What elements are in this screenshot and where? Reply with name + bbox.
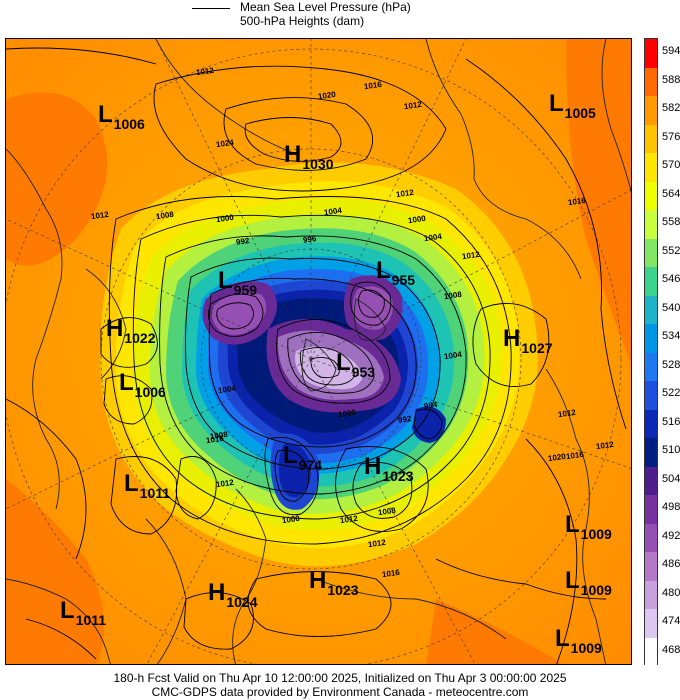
colorbar-tick-label: 510 [662,444,680,457]
pressure-system-label: L1009 [565,567,612,599]
colorbar-tick-label: 522 [662,387,680,400]
colorbar-swatch [645,438,657,467]
colorbar-swatch [645,181,657,211]
colorbar-swatch [645,409,657,439]
height-colorbar [644,38,658,667]
colorbar-tick-label: 468 [662,643,680,656]
colorbar-swatch [645,67,657,97]
pressure-system-label: L1011 [124,470,171,502]
colorbar-tick-label: 474 [662,615,680,628]
isobar-label: 992 [397,414,412,425]
pressure-system-label: H1030 [284,141,334,173]
pressure-system-label: L1006 [119,369,166,401]
colorbar-swatch [645,210,657,239]
pressure-system-label: L955 [376,257,416,289]
colorbar-swatch [645,466,657,496]
colorbar-swatch [645,523,657,553]
colorbar-swatch [645,352,657,382]
colorbar-swatch [645,609,657,638]
colorbar-tick-label: 504 [662,472,680,485]
colorbar-swatch [645,267,657,296]
pressure-system-label: L1011 [60,597,107,629]
map-legend: Mean Sea Level Pressure (hPa) 500-hPa He… [190,0,490,34]
colorbar-tick-label: 480 [662,586,680,599]
colorbar-swatch [645,637,657,667]
pressure-system-label: L1009 [555,625,602,657]
isobar-label: 984 [423,400,438,411]
pressure-system-label: L1009 [565,511,612,543]
pressure-system-label: H1024 [208,579,258,611]
isobar-label: 996 [302,234,317,245]
colorbar-swatch [645,381,657,410]
height-legend-label: 500-hPa Heights (dam) [240,14,365,28]
pressure-system-label: H1022 [106,315,156,347]
pressure-system-label: H1027 [503,325,553,357]
colorbar-swatch [645,495,657,524]
colorbar-swatch [645,39,657,68]
colorbar-tick-label: 594 [662,45,680,58]
colorbar-swatch [645,238,657,268]
colorbar-tick-label: 582 [662,102,680,115]
colorbar-tick-label: 564 [662,187,680,200]
colorbar-tick-label: 516 [662,415,680,428]
colorbar-tick-label: 534 [662,330,680,343]
pressure-system-label: L953 [336,349,376,381]
colorbar-tick-label: 528 [662,358,680,371]
colorbar-tick-label: 588 [662,73,680,86]
colorbar-tick-label: 570 [662,159,680,172]
colorbar-swatch [645,124,657,154]
pressure-system-label: L974 [283,442,323,474]
isobar-legend-line [192,8,230,9]
colorbar-tick-label: 546 [662,273,680,286]
pressure-system-label: L1005 [549,90,596,122]
colorbar-swatch [645,96,657,125]
pressure-system-label: H1023 [309,567,359,599]
colorbar-tick-label: 492 [662,529,680,542]
data-credit-text: CMC-GDPS data provided by Environment Ca… [151,685,529,699]
colorbar-tick-label: 486 [662,558,680,571]
colorbar-swatch [645,552,657,581]
colorbar-tick-label: 552 [662,244,680,257]
colorbar-swatch [645,324,657,353]
pressure-system-label: L959 [218,267,258,299]
colorbar-tick-label: 576 [662,130,680,143]
forecast-valid-text: 180-h Fcst Valid on Thu Apr 10 12:00:00 … [113,671,567,685]
pressure-system-label: H1023 [364,453,414,485]
colorbar-swatch [645,580,657,610]
height-field [6,39,631,664]
colorbar-tick-label: 558 [662,216,680,229]
isobar-legend-label: Mean Sea Level Pressure (hPa) [240,0,411,14]
colorbar-tick-label: 498 [662,501,680,514]
colorbar-swatch [645,153,657,182]
colorbar-swatch [645,295,657,325]
isobar-label: 992 [235,236,250,247]
pressure-system-label: L1006 [98,101,145,133]
colorbar-tick-label: 540 [662,301,680,314]
weather-map: L1006 H1030 L1005 L959 L955 H1022 H1027 … [5,38,632,665]
